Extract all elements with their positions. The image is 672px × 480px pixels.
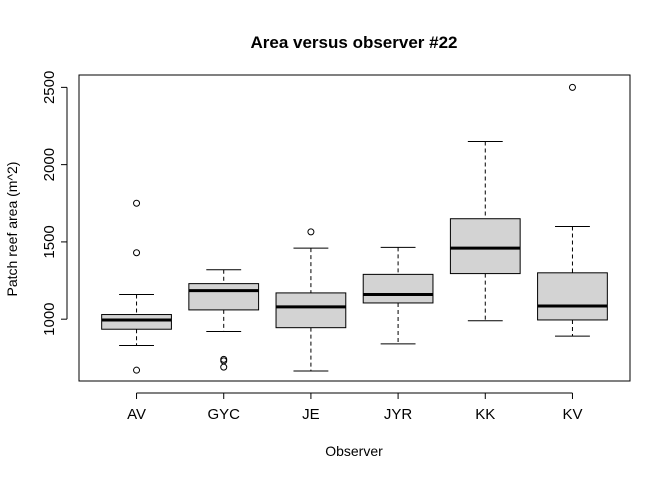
outlier-point	[133, 366, 141, 374]
plot-frame	[78, 74, 631, 382]
y-axis-label: Patch reef area (m^2)	[4, 162, 20, 297]
y-tick-label: 1500	[41, 225, 58, 258]
chart-title: Area versus observer #22	[251, 33, 458, 52]
y-tick-label: 1000	[41, 302, 58, 335]
y-tick-label: 2000	[41, 148, 58, 181]
outlier-point	[133, 199, 141, 207]
box-av	[101, 314, 172, 330]
x-tick-label: KK	[475, 406, 495, 423]
x-tick-label: GYC	[207, 406, 240, 423]
outlier-point	[220, 363, 228, 371]
box-je	[275, 292, 347, 329]
x-tick-label: AV	[127, 406, 146, 423]
x-tick-label: JE	[302, 406, 320, 423]
x-tick-label: KV	[562, 406, 582, 423]
outlier-point	[133, 249, 141, 257]
outlier-point	[220, 355, 228, 363]
y-tick-label: 2500	[41, 71, 58, 104]
box-jyr	[362, 273, 434, 304]
x-tick-label: JYR	[384, 406, 413, 423]
outlier-point	[307, 228, 315, 236]
plot-marks: 1000 1500 2000 2500 AV GYC JE JYR KK KV	[41, 71, 608, 423]
box-gyc	[188, 283, 260, 311]
box-kk	[449, 218, 521, 275]
x-axis-label: Observer	[325, 443, 383, 459]
box-kv	[537, 272, 608, 321]
outlier-point	[568, 83, 576, 91]
